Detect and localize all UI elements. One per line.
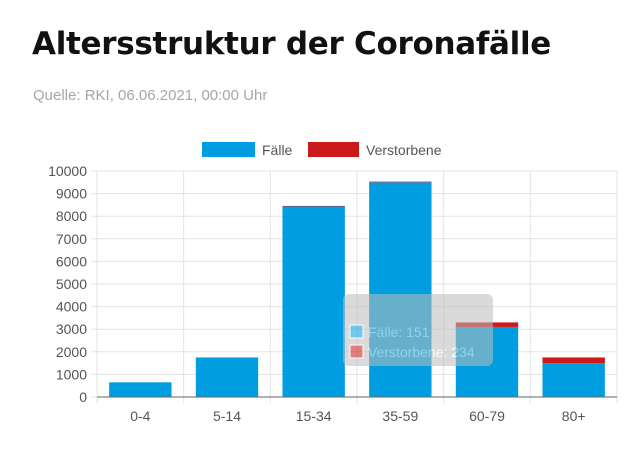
legend-label-faelle: Fälle [262, 142, 293, 158]
bar-faelle [109, 382, 172, 397]
x-axis: 0-4 5-14 15-34 35-59 60-79 80+ [97, 396, 617, 424]
tooltip-line-faelle: Fälle: 151 [368, 324, 430, 340]
y-tick-label: 4000 [56, 299, 87, 315]
bar-faelle [282, 206, 345, 397]
legend-swatch-faelle [202, 142, 255, 157]
x-tick-label: 35-59 [382, 408, 418, 424]
y-tick-label: 1000 [56, 366, 87, 382]
tooltip-swatch-verstorbene [349, 344, 364, 359]
tooltip-line-verstorbene: Verstorbene: 234 [368, 344, 475, 360]
y-tick-label: 2000 [56, 344, 87, 360]
y-tick-label: 9000 [56, 186, 87, 202]
y-tick-label: 0 [79, 389, 87, 405]
y-axis: 0 1000 2000 3000 4000 5000 6000 7000 8000 9000 100… [48, 163, 97, 405]
bar-faelle [195, 357, 259, 397]
x-tick-label: 60-79 [469, 408, 505, 424]
legend-label-verstorbene: Verstorbene [366, 142, 442, 158]
tooltip-swatch-faelle [349, 324, 364, 339]
grid-lines [96, 170, 618, 403]
y-tick-label: 7000 [56, 231, 87, 247]
x-tick-label: 80+ [562, 408, 586, 424]
bar-verstorbene [282, 205, 345, 207]
y-tick-label: 5000 [56, 276, 87, 292]
y-tick-label: 3000 [56, 321, 87, 337]
chart-title: Altersstruktur der Coronafälle [32, 26, 552, 62]
tooltip: Fälle: 151 Verstorbene: 234 [343, 294, 493, 366]
x-tick-label: 0-4 [130, 408, 150, 424]
y-tick-label: 6000 [56, 253, 87, 269]
x-tick-label: 5-14 [213, 408, 241, 424]
tooltip-box [343, 294, 493, 366]
bar-faelle [542, 363, 605, 397]
y-tick-label: 10000 [48, 163, 87, 179]
bar-verstorbene [369, 181, 432, 183]
legend-swatch-verstorbene [308, 142, 359, 157]
x-tick-label: 15-34 [296, 408, 332, 424]
y-tick-label: 8000 [56, 208, 87, 224]
chart-source: Quelle: RKI, 06.06.2021, 00:00 Uhr [33, 87, 268, 104]
bar-verstorbene [542, 357, 605, 364]
legend: Fälle Verstorbene [202, 142, 442, 158]
